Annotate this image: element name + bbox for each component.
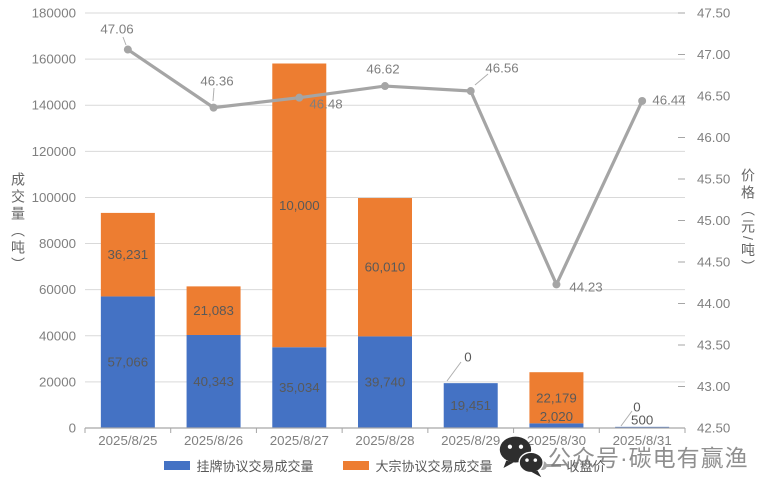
x-category-label: 2025/8/30 bbox=[527, 433, 586, 448]
left-tick-label: 160000 bbox=[32, 52, 76, 67]
bar-segment-block bbox=[358, 198, 412, 337]
left-tick-label: 140000 bbox=[32, 98, 76, 113]
right-tick-label: 45.50 bbox=[697, 172, 730, 187]
right-axis-title: 价格（元/吨） bbox=[740, 168, 756, 277]
price-label: 46.56 bbox=[485, 61, 518, 76]
bar-label: 21,083 bbox=[193, 303, 234, 318]
price-label: 46.48 bbox=[309, 97, 342, 112]
price-point bbox=[381, 82, 389, 91]
price-label: 44.23 bbox=[569, 280, 602, 295]
price-point bbox=[466, 87, 475, 96]
bar-segment-listed bbox=[272, 347, 327, 428]
legend: 挂牌协议交易成交量 大宗协议交易成交量 收盘价 bbox=[0, 456, 770, 475]
bar-label: 10,000 bbox=[279, 198, 320, 213]
bar-label: 0 bbox=[464, 350, 471, 365]
left-tick-label: 60000 bbox=[39, 282, 76, 297]
bar-label: 19,451 bbox=[450, 398, 491, 413]
x-category-label: 2025/8/28 bbox=[355, 433, 414, 448]
x-category-label: 2025/8/31 bbox=[613, 433, 672, 448]
price-point bbox=[552, 280, 561, 289]
legend-label-block-volume: 大宗协议交易成交量 bbox=[375, 459, 493, 474]
right-tick-label: 44.00 bbox=[697, 296, 730, 311]
right-tick-label: 46.50 bbox=[697, 89, 730, 104]
legend-swatch-orange bbox=[343, 461, 370, 470]
bar-label: 35,034 bbox=[279, 380, 320, 395]
left-tick-label: 100000 bbox=[32, 190, 76, 205]
bar-segment-block bbox=[529, 372, 584, 424]
price-point bbox=[295, 93, 304, 102]
price-point bbox=[123, 45, 132, 54]
watermark-text: 公众号·碳电有赢渔 bbox=[548, 445, 749, 471]
bar-segment-block bbox=[100, 212, 155, 297]
legend-label-listed-volume: 挂牌协议交易成交量 bbox=[196, 459, 314, 474]
left-axis-title: 成交量（吨） bbox=[10, 172, 26, 274]
leader-line bbox=[474, 73, 489, 86]
leader-line bbox=[620, 410, 633, 427]
right-tick-label: 44.50 bbox=[697, 255, 730, 270]
right-tick-label: 45.00 bbox=[697, 213, 730, 228]
bar-label: 40,343 bbox=[193, 374, 234, 389]
x-category-label: 2025/8/27 bbox=[270, 433, 329, 448]
right-tick-label: 46.00 bbox=[697, 130, 730, 145]
right-tick-label: 47.00 bbox=[697, 47, 730, 62]
leader-line bbox=[212, 87, 215, 102]
legend-item-listed-volume: 挂牌协议交易成交量 bbox=[164, 456, 313, 475]
right-tick-label: 43.50 bbox=[697, 338, 730, 353]
right-tick-label: 47.50 bbox=[697, 6, 730, 21]
bar-label: 2,020 bbox=[540, 409, 573, 424]
x-category-label: 2025/8/29 bbox=[441, 433, 500, 448]
bar-segment-listed bbox=[443, 383, 498, 428]
bar-segment-block bbox=[272, 63, 327, 348]
leader-line bbox=[122, 36, 127, 46]
legend-swatch-blue bbox=[164, 461, 191, 470]
left-tick-label: 40000 bbox=[39, 328, 76, 343]
x-category-label: 2025/8/25 bbox=[98, 433, 157, 448]
bar-label: 60,010 bbox=[365, 260, 406, 275]
watermark: 公众号·碳电有赢渔 bbox=[497, 433, 749, 479]
right-tick-label: 42.50 bbox=[697, 421, 730, 436]
left-tick-label: 20000 bbox=[39, 374, 76, 389]
price-label: 46.62 bbox=[366, 62, 399, 77]
bar-label: 36,231 bbox=[108, 247, 149, 262]
bar-label: 0 bbox=[633, 400, 640, 415]
bar-label: 39,740 bbox=[365, 375, 406, 390]
legend-item-block-volume: 大宗协议交易成交量 bbox=[343, 456, 493, 475]
bar-label: 22,179 bbox=[536, 390, 577, 405]
left-tick-label: 180000 bbox=[32, 6, 76, 21]
bar-segment-listed bbox=[100, 296, 155, 428]
bar-label: 57,066 bbox=[108, 355, 149, 370]
left-tick-label: 0 bbox=[69, 421, 76, 436]
price-label: 46.44 bbox=[652, 93, 685, 108]
left-tick-label: 120000 bbox=[32, 144, 76, 159]
bar-segment-block bbox=[186, 286, 241, 335]
wechat-icon bbox=[499, 436, 544, 478]
price-label: 46.36 bbox=[200, 74, 233, 89]
bar-segment-listed bbox=[529, 423, 584, 428]
price-label: 47.06 bbox=[100, 22, 133, 37]
price-point bbox=[638, 96, 647, 105]
bar-segment-listed bbox=[186, 334, 241, 428]
x-category-label: 2025/8/26 bbox=[184, 433, 243, 448]
price-point bbox=[209, 103, 218, 112]
bar-segment-listed bbox=[358, 336, 412, 428]
right-tick-label: 43.00 bbox=[697, 379, 730, 394]
legend-label-close-price: 收盘价 bbox=[566, 459, 606, 474]
leader-line bbox=[446, 361, 462, 382]
left-tick-label: 80000 bbox=[39, 236, 76, 251]
bar-label: 500 bbox=[631, 412, 653, 427]
